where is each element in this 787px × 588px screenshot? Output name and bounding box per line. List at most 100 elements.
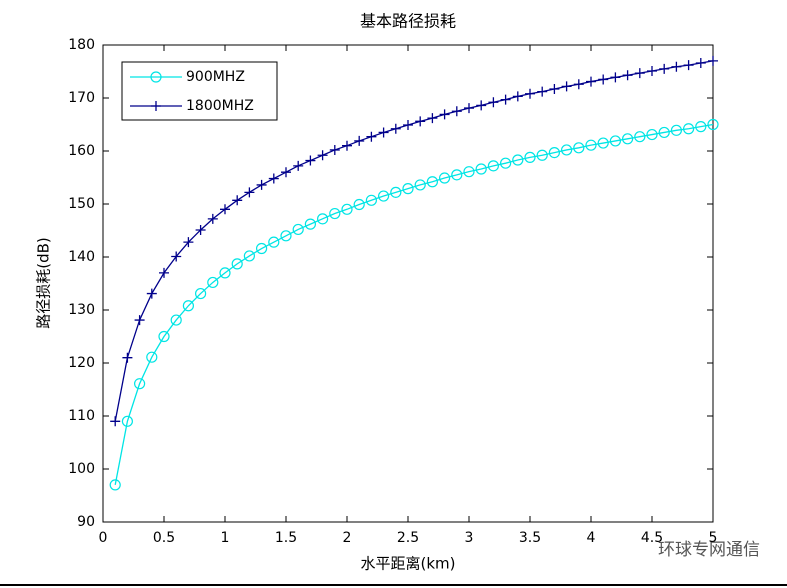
data-point: [634, 131, 646, 143]
legend-marker: [151, 101, 161, 111]
data-point: [573, 79, 584, 90]
data-point: [708, 55, 718, 66]
data-point: [317, 213, 329, 225]
data-point: [573, 142, 585, 154]
data-point: [329, 207, 341, 220]
data-point: [402, 183, 414, 195]
x-tick-label: 4.5: [641, 530, 663, 546]
data-point: [427, 113, 438, 124]
data-point: [342, 140, 352, 151]
data-point: [195, 224, 206, 235]
data-point: [585, 139, 597, 151]
data-point: [476, 100, 487, 111]
data-point: [560, 144, 573, 156]
data-point: [329, 144, 340, 155]
data-point: [390, 123, 401, 134]
data-point: [646, 128, 658, 141]
data-point: [146, 351, 158, 363]
data-point: [390, 186, 402, 198]
data-point: [659, 63, 670, 74]
data-point: [525, 88, 535, 99]
data-point: [256, 179, 267, 190]
data-point: [170, 314, 182, 326]
data-point: [536, 149, 548, 161]
data-point: [244, 187, 255, 198]
data-point: [195, 287, 207, 300]
data-point: [549, 83, 560, 94]
chart-title: 基本路径损耗: [360, 12, 456, 31]
data-point: [317, 150, 328, 161]
data-point: [159, 267, 169, 278]
data-point: [232, 195, 243, 206]
data-point: [158, 330, 170, 343]
data-point: [439, 109, 450, 120]
data-point: [634, 68, 645, 79]
x-tick-label: 1: [221, 530, 230, 546]
data-point: [280, 230, 292, 242]
data-point: [586, 76, 596, 87]
y-tick-label: 90: [77, 514, 95, 530]
legend-box: [121, 61, 278, 121]
legend-label: 1800MHZ: [186, 98, 254, 114]
data-point: [256, 242, 268, 255]
data-point: [451, 169, 463, 181]
data-point: [171, 251, 182, 262]
x-tick-label: 2: [343, 530, 352, 546]
legend-label: 900MHZ: [186, 69, 245, 85]
data-point: [682, 123, 695, 135]
data-point: [378, 190, 390, 202]
data-point: [414, 179, 426, 191]
data-point: [695, 121, 707, 133]
data-point: [293, 160, 304, 171]
data-point: [281, 167, 291, 178]
y-tick-label: 180: [68, 37, 95, 53]
data-point: [488, 97, 499, 108]
data-point: [561, 81, 572, 92]
data-point: [121, 415, 134, 427]
y-tick-label: 140: [68, 249, 95, 265]
data-point: [378, 127, 389, 138]
data-point: [512, 154, 524, 166]
data-point: [134, 378, 146, 390]
watermark: 环球专网通信: [658, 540, 760, 560]
x-tick-label: 4: [587, 530, 596, 546]
y-tick-label: 100: [68, 461, 95, 477]
data-point: [415, 116, 426, 127]
y-tick-label: 120: [68, 355, 95, 371]
data-point: [354, 135, 365, 146]
x-tick-label: 0.5: [153, 530, 175, 546]
data-point: [647, 65, 657, 76]
data-point: [109, 479, 121, 491]
data-point: [146, 288, 157, 299]
y-tick-label: 170: [68, 90, 95, 106]
data-point: [670, 124, 683, 136]
data-point: [609, 135, 622, 147]
x-tick-label: 2.5: [397, 530, 419, 546]
y-tick-label: 130: [68, 302, 95, 318]
y-tick-label: 160: [68, 143, 95, 159]
x-tick-label: 3: [465, 530, 474, 546]
x-tick-label: 1.5: [275, 530, 297, 546]
data-point: [695, 58, 706, 69]
data-point: [671, 61, 682, 72]
data-point: [341, 203, 353, 215]
y-axis-label: 路径损耗(dB): [35, 237, 53, 329]
data-point: [610, 72, 621, 83]
data-point: [658, 126, 670, 139]
data-point: [366, 131, 377, 142]
data-point: [537, 86, 548, 97]
data-point: [463, 166, 475, 178]
data-point: [292, 223, 304, 236]
data-point: [268, 236, 280, 248]
legend-marker: [150, 71, 162, 83]
series-line: [114, 123, 714, 486]
data-point: [207, 276, 219, 289]
data-point: [512, 91, 523, 102]
data-point: [524, 151, 536, 163]
data-point: [683, 60, 694, 71]
x-tick-label: 5: [709, 530, 718, 546]
data-point: [219, 267, 231, 279]
data-point: [487, 160, 499, 172]
data-point: [598, 74, 609, 85]
